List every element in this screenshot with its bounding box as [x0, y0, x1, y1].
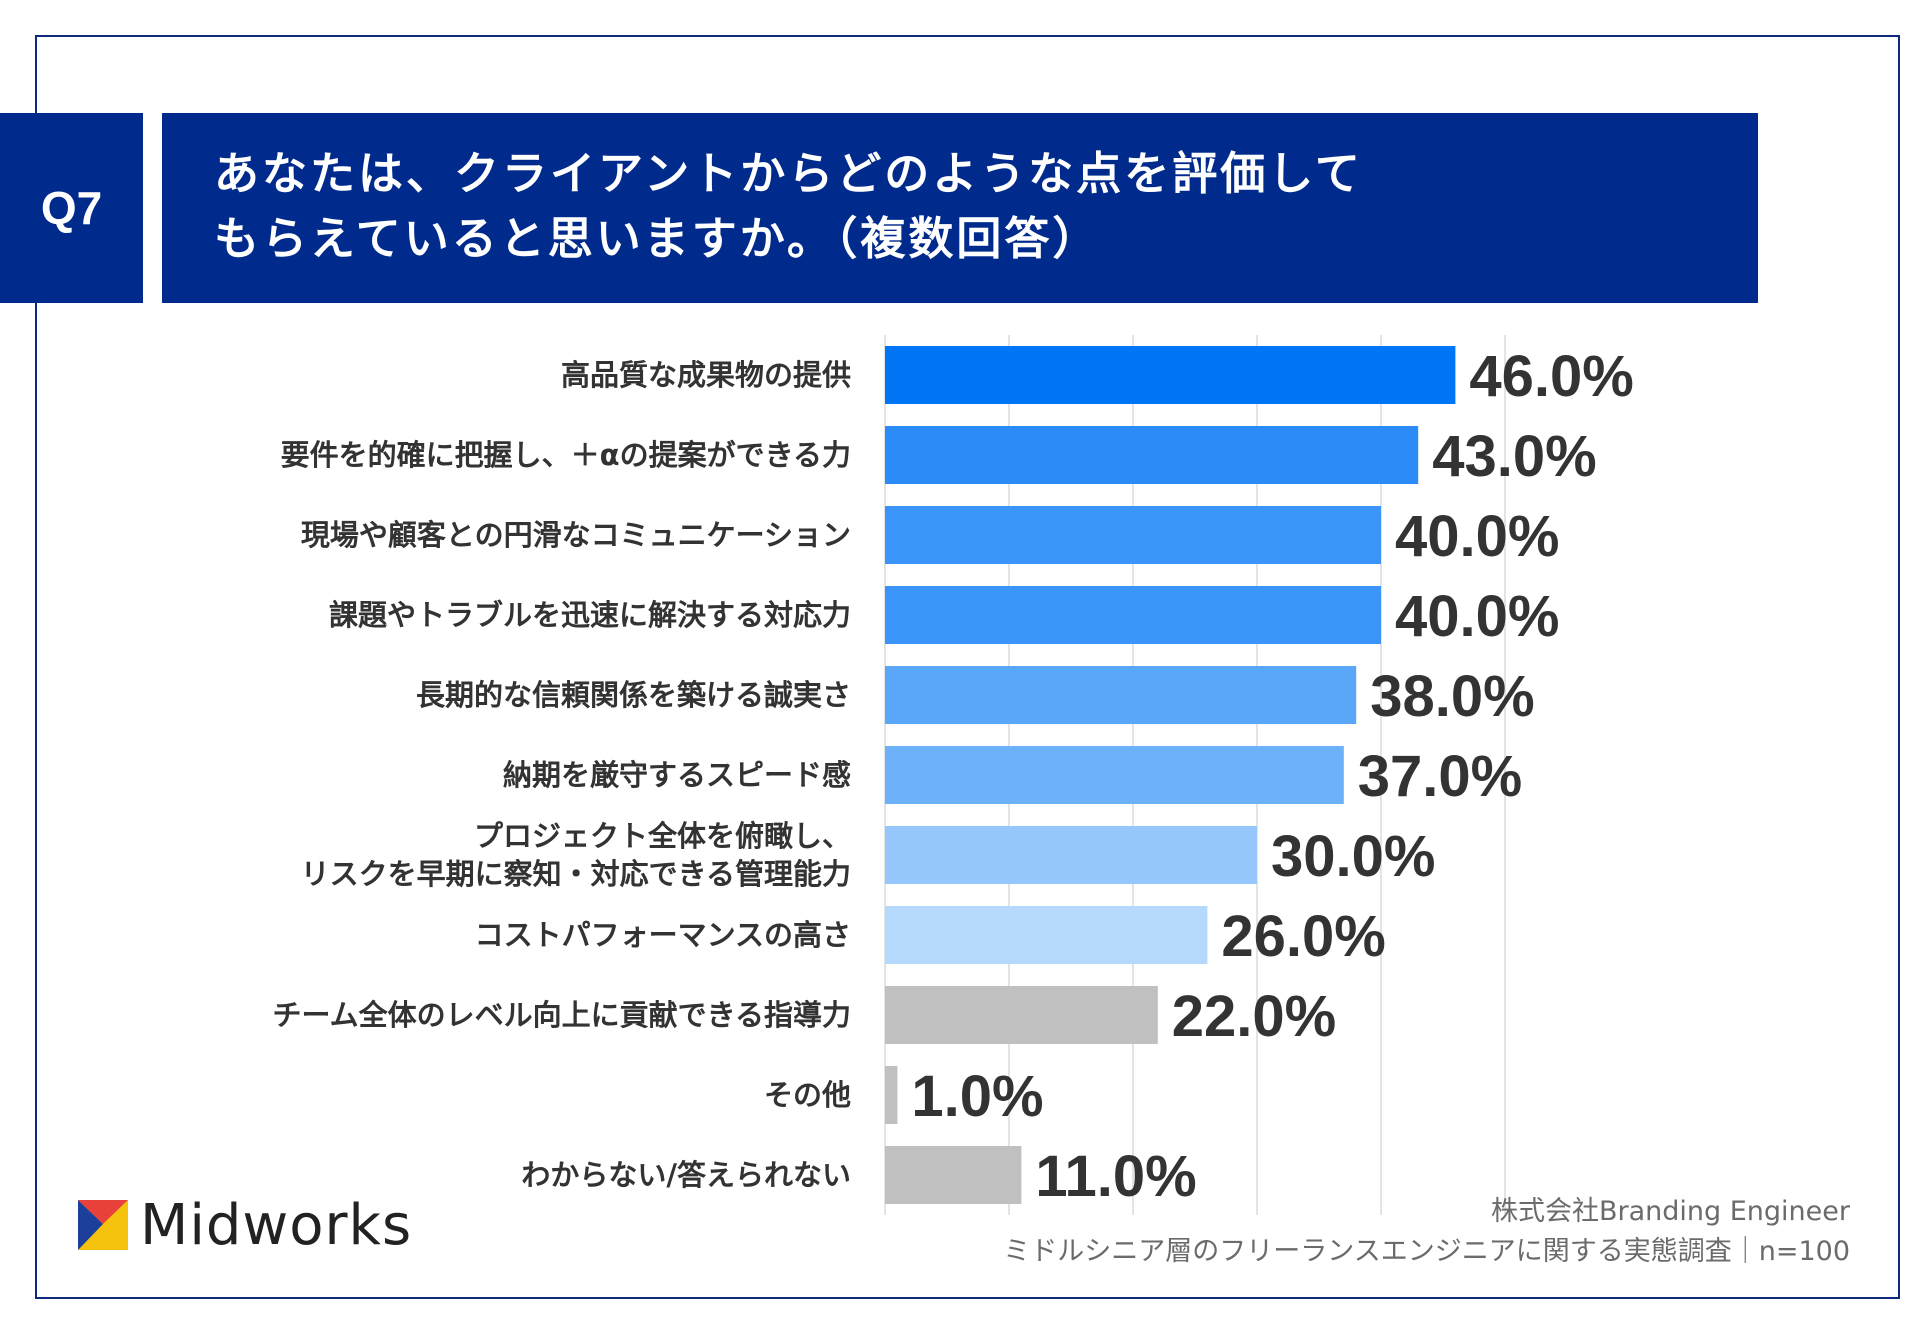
source-survey: ミドルシニア層のフリーランスエンジニアに関する実態調査｜n=100	[1003, 1236, 1850, 1267]
bar-5	[885, 666, 1357, 724]
bar-7	[885, 826, 1257, 884]
midworks-logo-icon	[78, 1200, 128, 1250]
source-company: 株式会社Branding Engineer	[1490, 1196, 1850, 1227]
category-label-5: 長期的な信頼関係を築ける誠実さ	[416, 678, 851, 712]
value-label-3: 40.0%	[1395, 504, 1559, 569]
midworks-logo: Midworks	[78, 1192, 413, 1258]
bar-10	[885, 1066, 898, 1124]
source-note: 株式会社Branding Engineer ミドルシニア層のフリーランスエンジニ…	[1003, 1192, 1850, 1272]
question-number: Q7	[0, 113, 143, 303]
category-label-10: その他	[764, 1078, 851, 1112]
bar-8	[885, 906, 1208, 964]
value-label-6: 37.0%	[1358, 744, 1522, 809]
bar-2	[885, 426, 1419, 484]
category-label-9: チーム全体のレベル向上に貢献できる指導力	[272, 998, 851, 1032]
category-label-7-line-1: プロジェクト全体を俯瞰し、	[474, 819, 851, 853]
chart-frame	[35, 35, 1900, 1299]
value-label-1: 46.0%	[1469, 344, 1633, 409]
bar-9	[885, 986, 1158, 1044]
category-label-4: 課題やトラブルを迅速に解決する対応力	[329, 598, 851, 632]
category-label-7-line-2: リスクを早期に察知・対応できる管理能力	[301, 857, 851, 891]
value-label-9: 22.0%	[1172, 984, 1336, 1049]
bar-11	[885, 1146, 1022, 1204]
value-label-5: 38.0%	[1370, 664, 1534, 729]
value-label-8: 26.0%	[1221, 904, 1385, 969]
question-title-line-2: もらえていると思いますか。（複数回答）	[214, 212, 1101, 265]
category-label-11: わからない/答えられない	[521, 1158, 851, 1192]
category-label-3: 現場や顧客との円滑なコミュニケーション	[301, 518, 851, 552]
bar-4	[885, 586, 1381, 644]
category-label-1: 高品質な成果物の提供	[561, 358, 851, 392]
category-label-8: コストパフォーマンスの高さ	[475, 918, 851, 952]
category-label-6: 納期を厳守するスピード感	[503, 758, 851, 792]
bar-6	[885, 746, 1344, 804]
value-label-10: 1.0%	[911, 1064, 1043, 1129]
value-label-2: 43.0%	[1432, 424, 1596, 489]
question-title: あなたは、クライアントからどのような点を評価して もらえていると思いますか。（複…	[162, 113, 1758, 303]
question-title-line-1: あなたは、クライアントからどのような点を評価して	[214, 147, 1363, 200]
bar-1	[885, 346, 1456, 404]
value-label-4: 40.0%	[1395, 584, 1559, 649]
value-label-11: 11.0%	[1035, 1144, 1196, 1209]
category-label-2: 要件を的確に把握し、＋αの提案ができる力	[281, 438, 851, 472]
logo-wordmark: Midworks	[140, 1192, 413, 1258]
bar-3	[885, 506, 1381, 564]
value-label-7: 30.0%	[1271, 824, 1435, 889]
